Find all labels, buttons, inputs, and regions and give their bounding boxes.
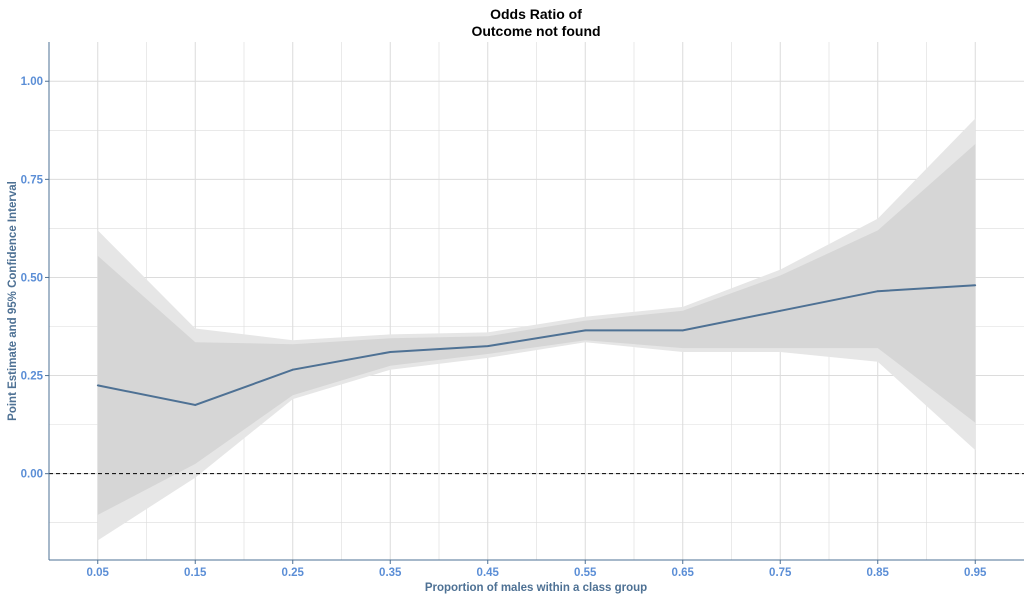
estimate-point <box>876 290 879 293</box>
axes <box>45 42 1024 564</box>
point-estimate-line <box>97 284 976 407</box>
estimate-line-layer <box>96 284 977 407</box>
estimate-point <box>486 345 489 348</box>
y-tick-label: 1.00 <box>21 76 43 88</box>
estimate-point <box>96 384 99 387</box>
estimate-point <box>584 329 587 332</box>
x-tick-label: 0.65 <box>672 567 695 579</box>
x-tick-label: 0.15 <box>184 567 207 579</box>
x-tick-label: 0.35 <box>379 567 402 579</box>
inner-confidence-band <box>97 144 976 515</box>
confidence-bands <box>97 118 976 541</box>
y-tick-label: 0.25 <box>21 371 44 383</box>
estimate-point <box>974 284 977 287</box>
y-tick-label: 0.75 <box>21 174 44 186</box>
x-tick-label: 0.75 <box>769 567 792 579</box>
x-tick-label: 0.55 <box>574 567 597 579</box>
y-tick-label: 0.00 <box>21 469 43 481</box>
estimate-point <box>681 329 684 332</box>
estimate-point <box>389 351 392 353</box>
chart-title-line-2: Outcome not found <box>471 23 600 39</box>
x-tick-label: 0.95 <box>964 567 987 579</box>
y-tick-label: 0.50 <box>21 272 43 284</box>
y-axis-title: Point Estimate and 95% Confidence Interv… <box>7 181 19 421</box>
chart-title-line-1: Odds Ratio of <box>490 6 582 22</box>
x-tick-label: 0.85 <box>867 567 890 579</box>
estimate-point <box>779 309 782 312</box>
x-axis-title: Proportion of males within a class group <box>425 582 647 594</box>
x-tick-label: 0.25 <box>282 567 305 579</box>
estimate-point <box>291 368 294 371</box>
x-tick-label: 0.05 <box>87 567 110 579</box>
x-tick-label: 0.45 <box>477 567 500 579</box>
estimate-point <box>194 404 197 406</box>
tick-labels: 0.05 0.15 0.25 0.35 0.45 0.55 0.65 0.75 0.85 0.95… <box>21 76 987 579</box>
